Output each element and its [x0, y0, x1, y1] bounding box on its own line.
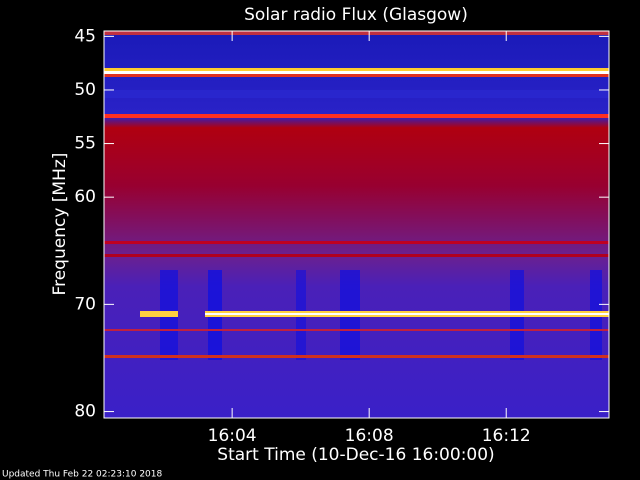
- x-tick-label: 16:04: [208, 426, 257, 446]
- y-tick-label: 70: [74, 294, 96, 314]
- y-tick-label: 55: [74, 134, 96, 154]
- x-tick-label: 16:08: [345, 426, 394, 446]
- y-tick-label: 80: [74, 402, 96, 422]
- chart-title: Solar radio Flux (Glasgow): [244, 5, 468, 25]
- footer: Updated Thu Feb 22 02:23:10 2018: [2, 470, 163, 480]
- y-axis-label: Frequency [MHz]: [50, 153, 70, 296]
- x-axis-label: Start Time (10-Dec-16 16:00:00): [217, 445, 494, 465]
- plot-frame: [103, 30, 610, 419]
- y-tick-label: 50: [74, 80, 96, 100]
- y-tick-label: 60: [74, 187, 96, 207]
- spectrogram: [104, 31, 609, 418]
- y-tick-label: 45: [74, 26, 96, 46]
- x-tick-label: 16:12: [482, 426, 531, 446]
